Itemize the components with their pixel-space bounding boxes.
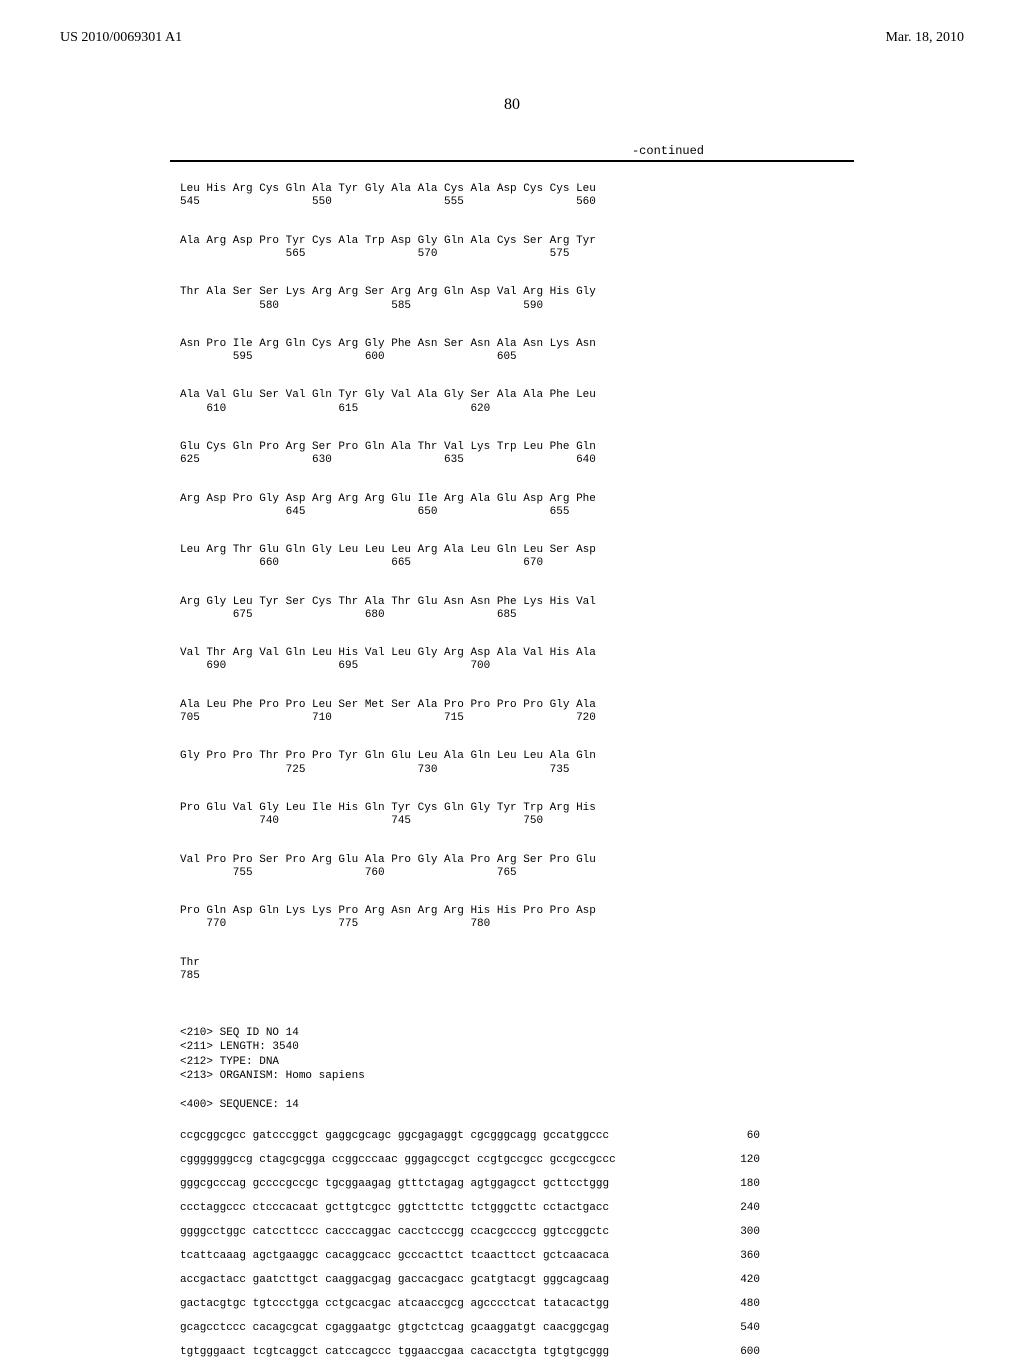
seq-type: <212> TYPE: DNA xyxy=(180,1055,964,1069)
protein-row: Val Thr Arg Val Gln Leu His Val Leu Gly … xyxy=(180,647,964,673)
seq-organism: <213> ORGANISM: Homo sapiens xyxy=(180,1069,964,1083)
dna-row: ccctaggccc ctcccacaat gcttgtcgcc ggtcttc… xyxy=(180,1202,964,1214)
dna-sequence-block: ccgcggcgcc gatcccggct gaggcgcagc ggcgaga… xyxy=(60,1130,964,1358)
seq-length: <211> LENGTH: 3540 xyxy=(180,1040,964,1054)
dna-row: tgtgggaact tcgtcaggct catccagccc tggaacc… xyxy=(180,1346,964,1358)
protein-row: Arg Asp Pro Gly Asp Arg Arg Arg Glu Ile … xyxy=(180,493,964,519)
protein-row: Leu His Arg Cys Gln Ala Tyr Gly Ala Ala … xyxy=(180,183,964,209)
protein-row: Asn Pro Ile Arg Gln Cys Arg Gly Phe Asn … xyxy=(180,338,964,364)
protein-row: Ala Leu Phe Pro Pro Leu Ser Met Ser Ala … xyxy=(180,699,964,725)
sequence-header: <400> SEQUENCE: 14 xyxy=(180,1098,964,1112)
protein-row: Glu Cys Gln Pro Arg Ser Pro Gln Ala Thr … xyxy=(180,441,964,467)
protein-row: Leu Arg Thr Glu Gln Gly Leu Leu Leu Arg … xyxy=(180,544,964,570)
seq-id: <210> SEQ ID NO 14 xyxy=(180,1026,964,1040)
protein-row: Thr 785 xyxy=(180,957,964,983)
divider xyxy=(170,160,854,162)
dna-row: ccgcggcgcc gatcccggct gaggcgcagc ggcgaga… xyxy=(180,1130,964,1142)
protein-row: Ala Val Glu Ser Val Gln Tyr Gly Val Ala … xyxy=(180,389,964,415)
page-header: US 2010/0069301 A1 Mar. 18, 2010 xyxy=(60,30,964,46)
protein-row: Thr Ala Ser Ser Lys Arg Arg Ser Arg Arg … xyxy=(180,286,964,312)
protein-row: Arg Gly Leu Tyr Ser Cys Thr Ala Thr Glu … xyxy=(180,596,964,622)
dna-row: gcagcctccc cacagcgcat cgaggaatgc gtgctct… xyxy=(180,1322,964,1334)
continued-label: -continued xyxy=(60,144,964,158)
protein-row: Gly Pro Pro Thr Pro Pro Tyr Gln Glu Leu … xyxy=(180,750,964,776)
publication-date: Mar. 18, 2010 xyxy=(885,30,964,46)
dna-row: gggcgcccag gccccgccgc tgcggaagag gtttcta… xyxy=(180,1178,964,1190)
publication-number: US 2010/0069301 A1 xyxy=(60,30,182,46)
dna-row: gactacgtgc tgtccctgga cctgcacgac atcaacc… xyxy=(180,1298,964,1310)
dna-row: ggggcctggc catccttccc cacccaggac cacctcc… xyxy=(180,1226,964,1238)
protein-row: Val Pro Pro Ser Pro Arg Glu Ala Pro Gly … xyxy=(180,854,964,880)
dna-row: cgggggggccg ctagcgcgga ccggcccaac gggagc… xyxy=(180,1154,964,1166)
dna-row: accgactacc gaatcttgct caaggacgag gaccacg… xyxy=(180,1274,964,1286)
protein-row: Pro Glu Val Gly Leu Ile His Gln Tyr Cys … xyxy=(180,802,964,828)
dna-row: tcattcaaag agctgaaggc cacaggcacc gcccact… xyxy=(180,1250,964,1262)
sequence-metadata: <210> SEQ ID NO 14 <211> LENGTH: 3540 <2… xyxy=(180,1026,964,1112)
protein-row: Pro Gln Asp Gln Lys Lys Pro Arg Asn Arg … xyxy=(180,905,964,931)
page-number: 80 xyxy=(60,96,964,114)
protein-sequence-block: Leu His Arg Cys Gln Ala Tyr Gly Ala Ala … xyxy=(180,170,964,1008)
protein-row: Ala Arg Asp Pro Tyr Cys Ala Trp Asp Gly … xyxy=(180,235,964,261)
